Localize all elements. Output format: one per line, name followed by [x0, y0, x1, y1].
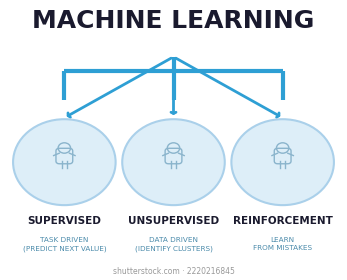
- Circle shape: [13, 119, 116, 205]
- Circle shape: [122, 119, 225, 205]
- Circle shape: [231, 119, 334, 205]
- Text: DATA DRIVEN
(IDENTIFY CLUSTERS): DATA DRIVEN (IDENTIFY CLUSTERS): [135, 237, 212, 251]
- Text: LEARN
FROM MISTAKES: LEARN FROM MISTAKES: [253, 237, 312, 251]
- Text: SUPERVISED: SUPERVISED: [27, 216, 101, 226]
- Text: TASK DRIVEN
(PREDICT NEXT VALUE): TASK DRIVEN (PREDICT NEXT VALUE): [23, 237, 106, 251]
- Text: shutterstock.com · 2220216845: shutterstock.com · 2220216845: [112, 267, 235, 276]
- Text: UNSUPERVISED: UNSUPERVISED: [128, 216, 219, 226]
- Text: MACHINE LEARNING: MACHINE LEARNING: [32, 9, 315, 33]
- Text: REINFORCEMENT: REINFORCEMENT: [233, 216, 332, 226]
